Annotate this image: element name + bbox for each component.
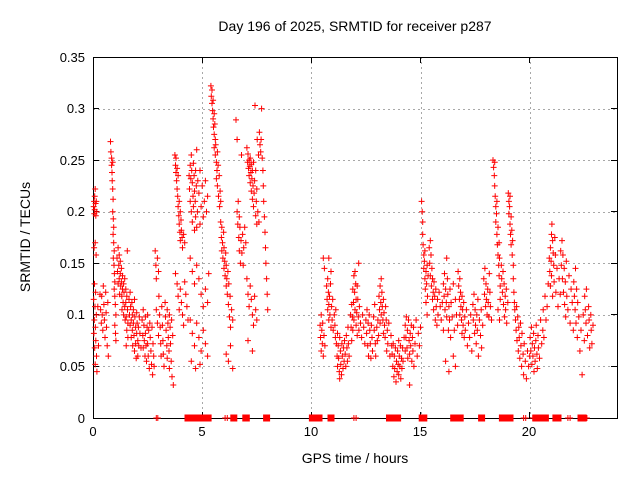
x-tick-label: 5 xyxy=(198,424,206,439)
y-tick-label: 0.35 xyxy=(59,50,85,65)
y-tick-label: 0 xyxy=(77,411,85,426)
y-tick-label: 0.05 xyxy=(59,359,85,374)
x-tick-label: 0 xyxy=(89,424,97,439)
x-tick-label: 15 xyxy=(412,424,428,439)
series-srmtid-points xyxy=(90,82,596,421)
y-tick-label: 0.15 xyxy=(59,256,85,271)
plot-border xyxy=(93,57,618,419)
y-tick-label: 0.1 xyxy=(66,307,85,322)
y-tick-label: 0.2 xyxy=(66,204,85,219)
x-tick-label: 10 xyxy=(303,424,319,439)
grid-lines xyxy=(93,57,617,418)
y-tick-label: 0.25 xyxy=(59,153,85,168)
y-tick-label: 0.3 xyxy=(66,101,85,116)
chart-title: Day 196 of 2025, SRMTID for receiver p28… xyxy=(218,18,492,34)
series-zero-flag-squares xyxy=(184,414,587,422)
x-tick-label: 20 xyxy=(521,424,537,439)
x-axis-title: GPS time / hours xyxy=(301,450,409,466)
